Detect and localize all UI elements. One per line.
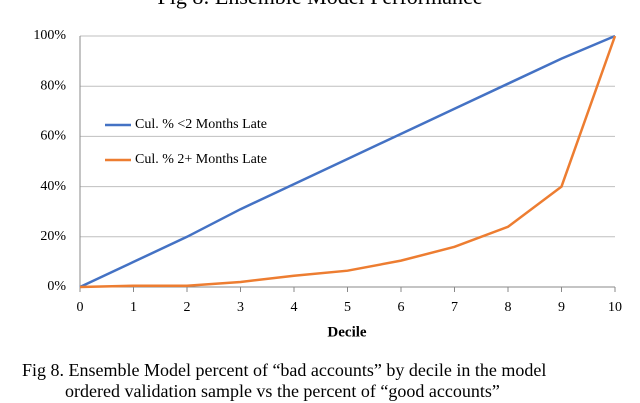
x-tick-label: 9 <box>558 300 565 315</box>
x-tick-label: 4 <box>291 300 298 315</box>
x-tick-label: 2 <box>184 300 191 315</box>
x-tick-label: 1 <box>130 300 137 315</box>
series-line <box>79 35 617 289</box>
y-tick-label: 40% <box>40 179 66 194</box>
y-tick-label: 0% <box>47 279 66 294</box>
chart-title: Fig 8: Ensemble Model Performance <box>157 0 482 9</box>
x-tick-label: 3 <box>237 300 244 315</box>
x-axis-label: Decile <box>327 324 366 340</box>
legend-label: Cul. % 2+ Months Late <box>135 152 267 167</box>
x-tick-label: 7 <box>451 300 458 315</box>
x-tick-label: 0 <box>77 300 84 315</box>
legend-label: Cul. % <2 Months Late <box>135 117 267 132</box>
y-tick-label: 20% <box>40 229 66 244</box>
x-tick-label: 10 <box>608 300 622 315</box>
caption-line: ordered validation sample vs the percent… <box>65 381 500 401</box>
y-tick-label: 100% <box>33 28 66 43</box>
y-tick-label: 80% <box>40 78 66 93</box>
x-tick-label: 6 <box>398 300 405 315</box>
series-line <box>79 34 616 289</box>
y-tick-label: 60% <box>40 129 66 144</box>
x-tick-label: 8 <box>505 300 512 315</box>
x-tick-label: 5 <box>344 300 351 315</box>
caption-line: Fig 8. Ensemble Model percent of “bad ac… <box>22 360 546 380</box>
